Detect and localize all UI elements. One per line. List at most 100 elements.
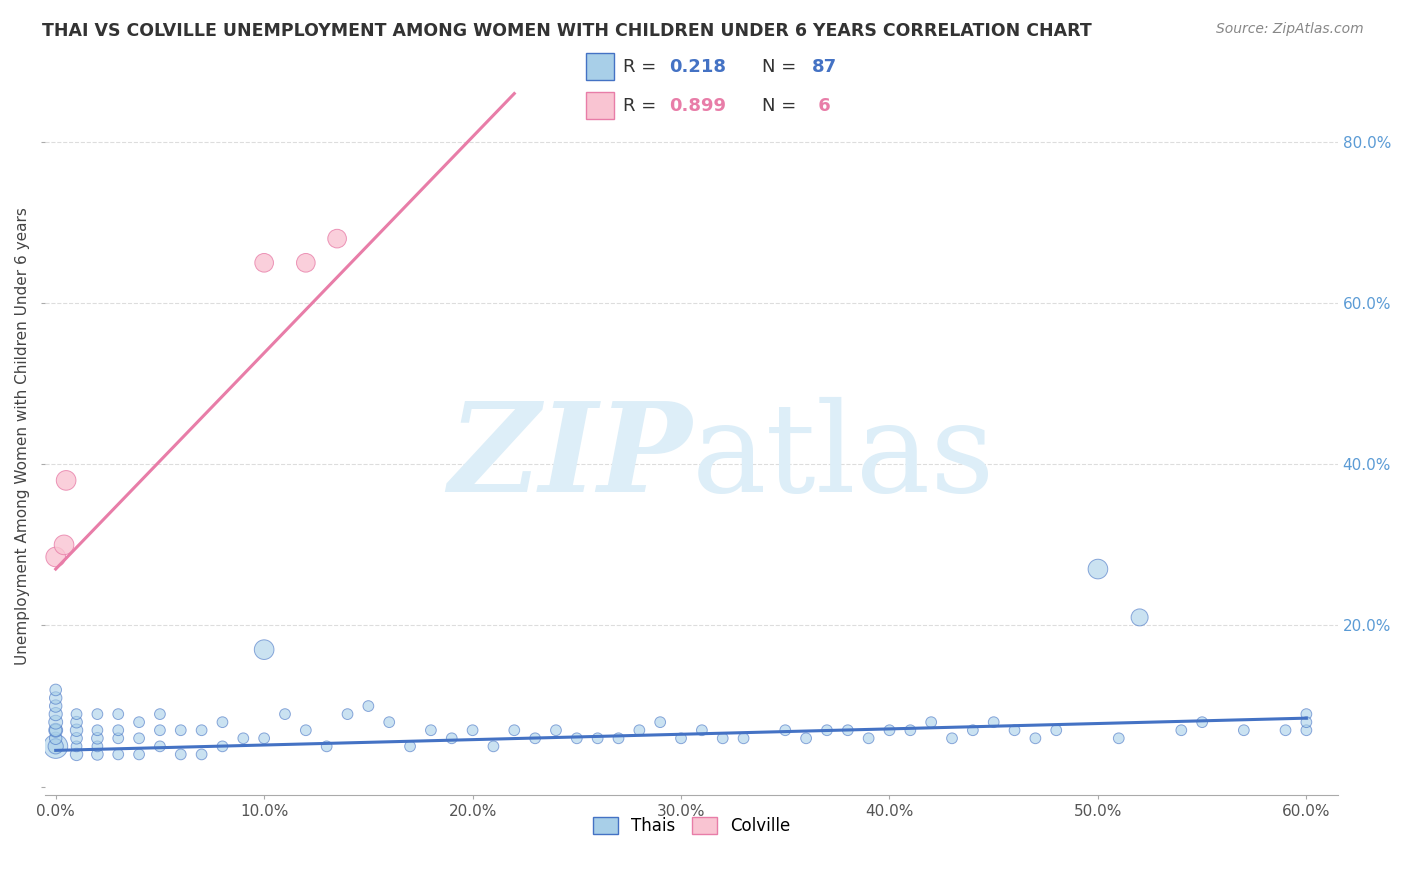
Point [669, 731, 692, 746]
Text: 6: 6 [811, 96, 831, 114]
Point [53, 538, 76, 552]
Point [524, 731, 547, 746]
Point [1087, 562, 1109, 576]
Point [858, 731, 880, 746]
Point [920, 715, 942, 730]
Point [65, 731, 87, 746]
Point [440, 731, 463, 746]
Point [128, 731, 150, 746]
Point [232, 731, 254, 746]
Point [65, 723, 87, 738]
Point [378, 715, 401, 730]
Point [107, 747, 129, 762]
Point [86, 747, 108, 762]
Legend: Thais, Colville: Thais, Colville [585, 809, 799, 844]
Point [253, 731, 276, 746]
Point [326, 232, 349, 246]
Point [149, 739, 172, 754]
Point [898, 723, 921, 738]
Point [794, 731, 817, 746]
Text: R =: R = [623, 58, 662, 76]
Point [45, 682, 67, 697]
Text: N =: N = [762, 96, 801, 114]
Point [86, 739, 108, 754]
Point [149, 707, 172, 722]
Point [711, 731, 734, 746]
Point [107, 707, 129, 722]
Point [815, 723, 838, 738]
Point [1108, 731, 1130, 746]
Point [295, 256, 318, 270]
Point [107, 723, 129, 738]
Point [1295, 707, 1317, 722]
Point [295, 723, 318, 738]
Y-axis label: Unemployment Among Women with Children Under 6 years: Unemployment Among Women with Children U… [15, 207, 30, 665]
Point [1045, 723, 1067, 738]
Point [190, 723, 212, 738]
Point [149, 723, 172, 738]
Point [1129, 610, 1152, 624]
Text: N =: N = [762, 58, 801, 76]
Point [941, 731, 963, 746]
Text: 87: 87 [811, 58, 837, 76]
Point [253, 256, 276, 270]
Point [775, 723, 797, 738]
Point [1004, 723, 1026, 738]
Point [45, 739, 67, 754]
Point [86, 707, 108, 722]
Point [336, 707, 359, 722]
Point [86, 731, 108, 746]
Point [1274, 723, 1296, 738]
Point [461, 723, 484, 738]
Point [107, 731, 129, 746]
Text: THAI VS COLVILLE UNEMPLOYMENT AMONG WOMEN WITH CHILDREN UNDER 6 YEARS CORRELATIO: THAI VS COLVILLE UNEMPLOYMENT AMONG WOME… [42, 22, 1092, 40]
Text: 0.218: 0.218 [669, 58, 727, 76]
Text: 0.899: 0.899 [669, 96, 727, 114]
Point [45, 739, 67, 754]
Point [650, 715, 672, 730]
Point [45, 723, 67, 738]
Point [1191, 715, 1213, 730]
Point [65, 707, 87, 722]
Point [86, 723, 108, 738]
Point [586, 731, 609, 746]
Point [503, 723, 526, 738]
Point [65, 747, 87, 762]
Point [419, 723, 441, 738]
Point [45, 691, 67, 706]
Bar [586, 54, 613, 80]
Point [690, 723, 713, 738]
Point [357, 699, 380, 714]
Point [65, 715, 87, 730]
Point [170, 747, 193, 762]
Point [170, 723, 193, 738]
Text: Source: ZipAtlas.com: Source: ZipAtlas.com [1216, 22, 1364, 37]
Point [1233, 723, 1256, 738]
Point [544, 723, 567, 738]
Point [983, 715, 1005, 730]
Text: R =: R = [623, 96, 662, 114]
Point [45, 731, 67, 746]
Point [55, 474, 77, 488]
Point [607, 731, 630, 746]
Point [482, 739, 505, 754]
Point [399, 739, 422, 754]
Point [211, 715, 233, 730]
Point [879, 723, 901, 738]
Text: ZIP: ZIP [447, 397, 692, 518]
Point [253, 642, 276, 657]
Bar [586, 92, 613, 120]
Point [1024, 731, 1046, 746]
Point [45, 715, 67, 730]
Point [128, 747, 150, 762]
Point [733, 731, 755, 746]
Point [128, 715, 150, 730]
Text: atlas: atlas [692, 397, 995, 518]
Point [211, 739, 233, 754]
Point [45, 699, 67, 714]
Point [837, 723, 859, 738]
Point [190, 747, 212, 762]
Point [565, 731, 588, 746]
Point [962, 723, 984, 738]
Point [1295, 723, 1317, 738]
